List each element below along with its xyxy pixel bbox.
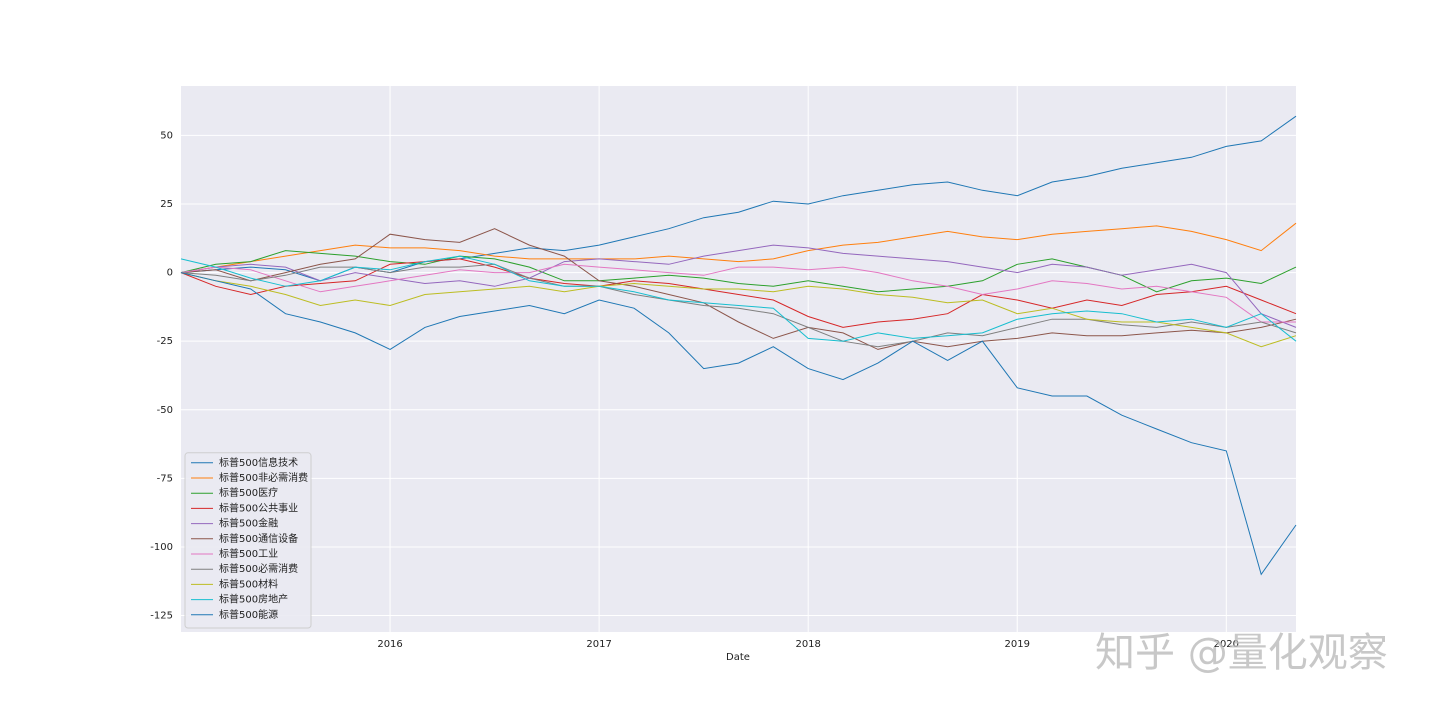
series-line [180, 244, 1297, 328]
series-line [180, 258, 1297, 328]
legend-label: 标普500公共事业 [219, 501, 298, 514]
series-line [180, 272, 1297, 348]
plot-area [181, 86, 1296, 632]
x-tick-label: 2020 [1214, 639, 1239, 650]
legend-label: 标普500材料 [219, 577, 278, 590]
legend: 标普500信息技术标普500非必需消费标普500医疗标普500公共事业标普500… [184, 452, 312, 629]
legend-label: 标普500工业 [219, 547, 278, 560]
series-line [180, 222, 1297, 274]
y-tick-label: -75 [157, 473, 173, 484]
y-tick-label: 50 [160, 130, 173, 141]
grid [181, 86, 1296, 632]
lines [180, 115, 1297, 576]
legend-label: 标普500金融 [219, 517, 278, 530]
y-tick-label: 25 [160, 199, 173, 210]
legend-label: 标普500必需消费 [219, 562, 298, 575]
labels: 50 25 0 -25 -50 -75 -100 -125 2016 2017 2018 2019 20… [150, 130, 1239, 650]
x-tick-label: 2017 [586, 639, 611, 650]
legend-label: 标普500信息技术 [219, 456, 298, 469]
series-line [180, 263, 1296, 323]
x-tick-label: 2016 [377, 639, 402, 650]
series-line [180, 255, 1297, 342]
y-tick-label: -100 [150, 542, 173, 553]
y-tick-label: -125 [150, 611, 173, 622]
x-tick-label: 2018 [795, 639, 820, 650]
series-line [180, 272, 1297, 576]
series-line [180, 228, 1297, 350]
watermark: 知乎 @量化观察 [1095, 630, 1388, 676]
y-tick-label: -50 [157, 405, 173, 416]
y-tick-label: -25 [157, 336, 173, 347]
legend-label: 标普500通信设备 [219, 532, 298, 545]
series-line [180, 263, 1297, 348]
legend-label: 标普500能源 [219, 608, 278, 621]
x-axis-label: Date [726, 652, 750, 663]
x-tick-label: 2019 [1005, 639, 1030, 650]
y-tick-label: 0 [167, 268, 173, 279]
legend-label: 标普500房地产 [219, 593, 288, 606]
legend-label: 标普500医疗 [219, 486, 278, 499]
legend-label: 标普500非必需消费 [219, 471, 308, 484]
legend-box [184, 452, 312, 629]
